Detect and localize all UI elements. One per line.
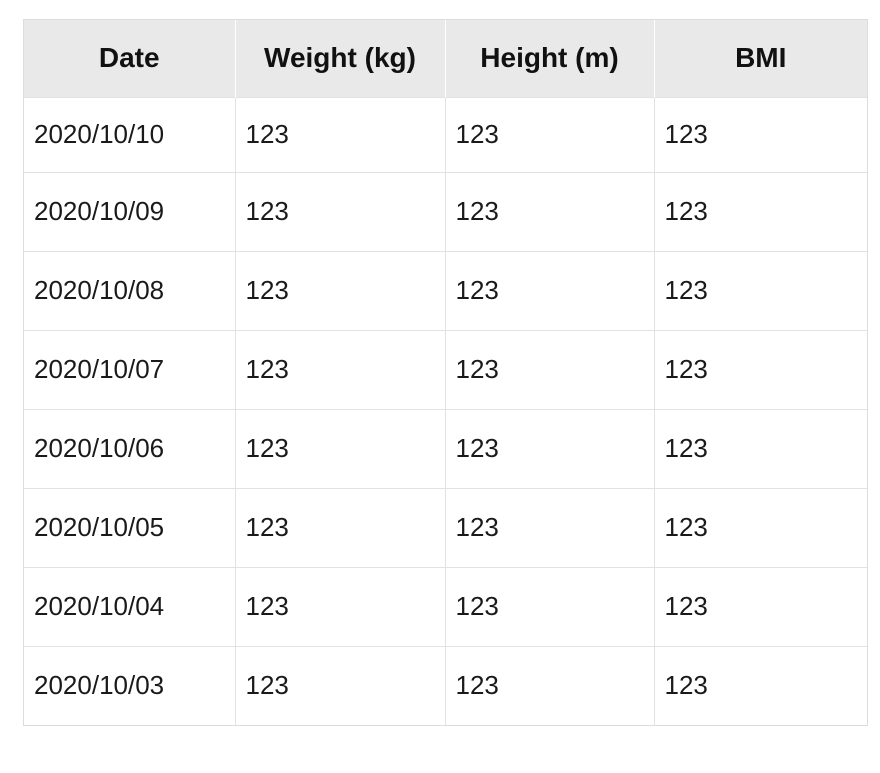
cell-bmi: 123 [664,354,708,384]
bmi-table-container: Date Weight (kg) Height (m) BMI 2020/10/… [23,19,868,726]
table-row: 2020/10/07 123 123 123 [24,330,867,409]
header-height: Height (m) [445,20,655,97]
cell-weight: 123 [235,97,446,172]
cell-height: 123 [445,646,655,725]
cell-bmi: 123 [664,591,708,621]
cell-height: 123 [445,567,655,646]
table-row: 2020/10/04 123 123 123 [24,567,867,646]
cell-date: 2020/10/08 [24,251,236,330]
header-bmi: BMI [735,42,787,74]
cell-date: 2020/10/04 [24,567,236,646]
cell-weight: 123 [235,172,446,251]
cell-date: 2020/10/09 [24,172,236,251]
cell-date: 2020/10/10 [24,97,236,172]
cell-weight: 123 [235,330,446,409]
header-date: Date [24,20,236,97]
cell-bmi: 123 [664,433,708,463]
table-row: 2020/10/08 123 123 123 [24,251,867,330]
cell-date: 2020/10/03 [24,646,236,725]
table-row: 2020/10/05 123 123 123 [24,488,867,567]
table-body: 2020/10/10 123 123 123 2020/10/09 123 12… [24,97,867,725]
table-header: Date Weight (kg) Height (m) BMI [24,20,867,97]
table-row: 2020/10/09 123 123 123 [24,172,867,251]
header-row: Date Weight (kg) Height (m) BMI [24,20,867,97]
cell-weight: 123 [235,488,446,567]
cell-height: 123 [445,330,655,409]
cell-date: 2020/10/06 [24,409,236,488]
cell-bmi: 123 [664,196,708,226]
cell-weight: 123 [235,567,446,646]
cell-weight: 123 [235,646,446,725]
cell-height: 123 [445,409,655,488]
table-row: 2020/10/10 123 123 123 [24,97,867,172]
cell-height: 123 [445,97,655,172]
cell-date: 2020/10/05 [24,488,236,567]
cell-weight: 123 [235,251,446,330]
cell-bmi: 123 [664,512,708,542]
cell-weight: 123 [235,409,446,488]
cell-bmi: 123 [664,119,708,149]
cell-bmi: 123 [664,670,708,701]
header-weight: Weight (kg) [235,20,446,97]
bmi-table: Date Weight (kg) Height (m) BMI 2020/10/… [24,20,867,725]
table-row: 2020/10/06 123 123 123 [24,409,867,488]
cell-date: 2020/10/07 [24,330,236,409]
cell-bmi: 123 [664,275,708,305]
cell-height: 123 [445,251,655,330]
table-row: 2020/10/03 123 123 123 [24,646,867,725]
cell-height: 123 [445,488,655,567]
cell-height: 123 [445,172,655,251]
